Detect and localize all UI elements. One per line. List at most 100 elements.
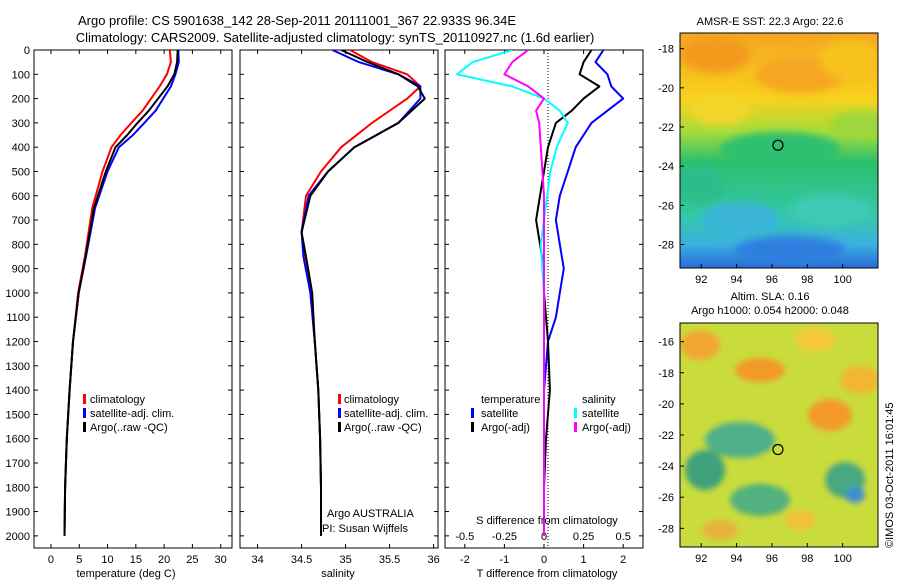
map-y-tick-label: -26 bbox=[658, 492, 674, 504]
depth-tick-label: 1500 bbox=[6, 409, 30, 421]
x-tick-label: -2 bbox=[460, 554, 470, 566]
salinity-xlabel: salinity bbox=[321, 568, 355, 580]
legend-swatch-sal-satellite bbox=[574, 408, 577, 418]
series-line-climatology bbox=[63, 50, 172, 536]
salinity-x-axis: 34 34.5 35 35.5 36 bbox=[251, 50, 440, 566]
depth-tick-label: 200 bbox=[12, 94, 30, 106]
depth-tick-label: 1100 bbox=[6, 312, 30, 324]
legend-label-argo: Argo(..raw -QC) bbox=[90, 422, 168, 434]
x2-tick-label: 0.5 bbox=[616, 531, 631, 543]
legend-swatch-sal-argo bbox=[574, 422, 577, 432]
x-tick-label: 34.5 bbox=[291, 554, 312, 566]
map-x-tick-label: 96 bbox=[766, 553, 778, 565]
x-tick-label: 0 bbox=[541, 554, 547, 566]
legend-label-climatology: climatology bbox=[90, 394, 146, 406]
x2-tick-label: 0 bbox=[541, 531, 547, 543]
legend-label-satellite: satellite-adj. clim. bbox=[90, 408, 174, 420]
legend-label-temp-satellite: satellite bbox=[481, 408, 518, 420]
depth-tick-label: 1800 bbox=[6, 482, 30, 494]
depth-tick-label: 1700 bbox=[6, 458, 30, 470]
sst-map-frame bbox=[679, 32, 879, 269]
sla-map-axes: 92 94 96 98 100 -16 -18 -20 -22 -24 -26 -28 bbox=[658, 337, 852, 565]
difference-profiles bbox=[455, 50, 625, 536]
depth-tick-label: 0 bbox=[24, 45, 30, 57]
map-y-tick-label: -24 bbox=[658, 461, 674, 473]
x-tick-label: 10 bbox=[101, 554, 113, 566]
sla-map-field bbox=[680, 323, 878, 547]
argo-position-marker bbox=[772, 443, 784, 456]
map-y-tick-label: -20 bbox=[658, 399, 674, 411]
x-tick-label: 15 bbox=[130, 554, 142, 566]
map-y-tick-label: -22 bbox=[658, 122, 674, 134]
sst-map-field bbox=[680, 33, 878, 268]
depth-tick-label: 1200 bbox=[6, 337, 30, 349]
map-x-tick-label: 94 bbox=[730, 553, 742, 565]
depth-tick-label: 2000 bbox=[6, 531, 30, 543]
legend-swatch-satellite bbox=[83, 408, 86, 418]
x-tick-label: 0 bbox=[48, 554, 54, 566]
x-tick-label: -1 bbox=[500, 554, 510, 566]
map-x-tick-label: 100 bbox=[833, 274, 851, 286]
series-line-satellite-adj-clim bbox=[300, 50, 422, 536]
legend-header-temperature: temperature bbox=[481, 394, 540, 406]
series-line-satellite-adj-clim bbox=[63, 50, 180, 536]
series-line-salinity-satellite bbox=[455, 50, 569, 536]
imos-stamp: ©IMOS 03-Oct-2011 16:01:45 bbox=[884, 403, 896, 548]
sla-map-title-line1: Altim. SLA: 0.16 bbox=[731, 291, 810, 303]
x-tick-label: 20 bbox=[158, 554, 170, 566]
map-x-tick-label: 98 bbox=[801, 274, 813, 286]
credit-line1: Argo AUSTRALIA bbox=[327, 508, 414, 520]
map-y-tick-label: -24 bbox=[658, 161, 674, 173]
x-tick-label: 30 bbox=[215, 554, 227, 566]
temperature-xlabel: temperature (deg C) bbox=[76, 568, 175, 580]
map-y-tick-label: -22 bbox=[658, 430, 674, 442]
series-line-salinity-argo-adj bbox=[503, 50, 545, 536]
x-tick-label: 1 bbox=[581, 554, 587, 566]
series-line-climatology bbox=[300, 50, 422, 536]
depth-tick-label: 1900 bbox=[6, 507, 30, 519]
difference-legend: temperature salinity satellite Argo(-adj… bbox=[471, 394, 631, 434]
depth-tick-label: 1300 bbox=[6, 361, 30, 373]
temperature-panel-frame bbox=[33, 49, 233, 549]
figure-title-line2: Climatology: CARS2009. Satellite-adjuste… bbox=[76, 30, 595, 45]
legend-label-argo: Argo(..raw -QC) bbox=[344, 422, 422, 434]
argo-position-marker bbox=[772, 139, 784, 151]
map-x-tick-label: 92 bbox=[695, 553, 707, 565]
depth-tick-label: 300 bbox=[12, 118, 30, 130]
legend-header-salinity: salinity bbox=[582, 394, 616, 406]
x2-tick-label: -0.25 bbox=[492, 531, 517, 543]
salinity-legend: climatology satellite-adj. clim. Argo(..… bbox=[338, 394, 428, 434]
map-y-tick-label: -18 bbox=[658, 44, 674, 56]
depth-axis: 0 100 200 300 400 500 600 700 800 900 1000 1100 1200… bbox=[6, 45, 643, 543]
temperature-x-axis: 0 5 10 15 20 25 30 bbox=[48, 50, 227, 566]
x-tick-label: 35.5 bbox=[379, 554, 400, 566]
legend-swatch-temp-argo bbox=[471, 422, 474, 432]
x-tick-label: 25 bbox=[186, 554, 198, 566]
temperature-profiles bbox=[63, 50, 180, 536]
sla-map-title-line2: Argo h1000: 0.054 h2000: 0.048 bbox=[691, 305, 849, 317]
x-tick-label: 5 bbox=[76, 554, 82, 566]
legend-swatch-argo bbox=[83, 422, 86, 432]
depth-tick-label: 1400 bbox=[6, 385, 30, 397]
legend-swatch-argo bbox=[338, 422, 341, 432]
depth-tick-label: 900 bbox=[12, 264, 30, 276]
legend-label-sal-argo: Argo(-adj) bbox=[582, 422, 631, 434]
t-difference-xlabel: T difference from climatology bbox=[477, 568, 618, 580]
x-tick-label: 2 bbox=[620, 554, 626, 566]
map-y-tick-label: -16 bbox=[658, 337, 674, 349]
t-difference-x-axis: -2 -1 0 1 2 bbox=[460, 50, 626, 566]
map-x-tick-label: 98 bbox=[801, 553, 813, 565]
s-difference-x-axis: -0.5 -0.25 0 0.25 0.5 bbox=[455, 531, 631, 543]
map-y-tick-label: -28 bbox=[658, 240, 674, 252]
sst-map-title: AMSR-E SST: 22.3 Argo: 22.6 bbox=[697, 16, 844, 28]
legend-label-sal-satellite: satellite bbox=[582, 408, 619, 420]
map-x-tick-label: 94 bbox=[730, 274, 742, 286]
legend-swatch-climatology bbox=[83, 394, 86, 404]
s-difference-xlabel: S difference from climatology bbox=[476, 515, 618, 527]
map-x-tick-label: 96 bbox=[766, 274, 778, 286]
depth-tick-label: 700 bbox=[12, 215, 30, 227]
depth-tick-label: 1000 bbox=[6, 288, 30, 300]
depth-tick-label: 100 bbox=[12, 69, 30, 81]
sst-map-axes: 92 94 96 98 100 -18 -20 -22 -24 -26 -28 bbox=[658, 44, 852, 286]
legend-swatch-satellite bbox=[338, 408, 341, 418]
